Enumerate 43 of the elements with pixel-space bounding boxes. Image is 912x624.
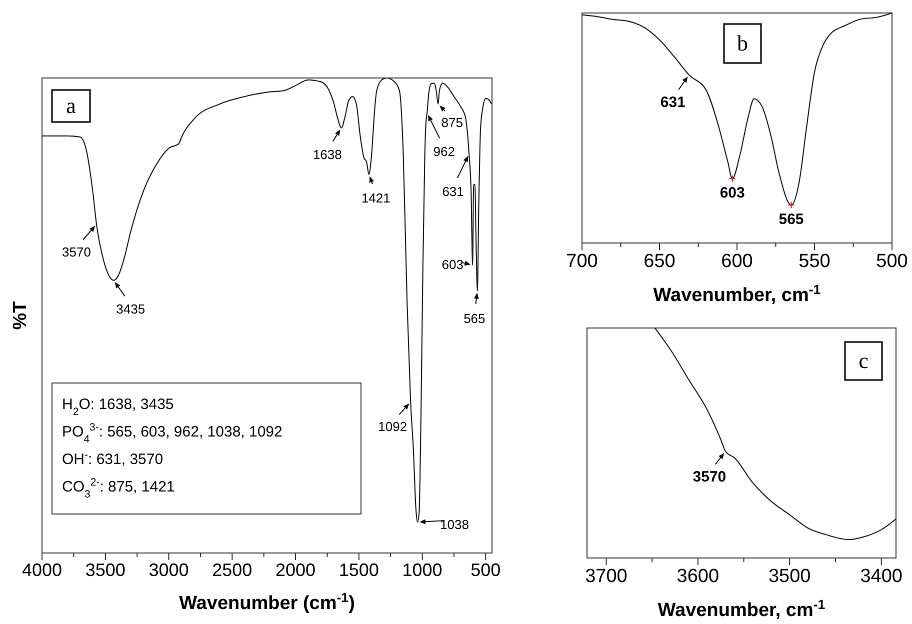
annotation: 603 xyxy=(720,184,745,202)
annotation: 3570 xyxy=(62,244,91,260)
annotation: 1038 xyxy=(440,517,469,532)
annotation: OH$^{-}$: 631, 3570 xyxy=(62,449,164,468)
x-tick-label: 3000 xyxy=(148,560,189,580)
annotation: H$_{2}$O: 1638, 3435 xyxy=(62,396,174,418)
annotation: PO$_{4}$$^{3-}$: 565, 603, 962, 1038, 1092 xyxy=(62,422,282,446)
annotation: 1421 xyxy=(361,190,390,206)
y-axis-title: %T xyxy=(10,300,31,330)
annotation: 565 xyxy=(778,211,804,228)
x-tick-label: 3500 xyxy=(85,560,126,580)
x-tick-label: 4000 xyxy=(22,560,62,580)
x-tick-label: 3400 xyxy=(860,566,902,587)
x-axis-title: Wavenumber (cm$^{-1}$) xyxy=(179,590,355,614)
x-tick-label: 600 xyxy=(721,251,753,272)
text: b xyxy=(737,30,748,56)
x-tick-label: 3600 xyxy=(676,566,720,587)
annotation: 875 xyxy=(441,115,463,130)
x-tick-label: 2000 xyxy=(276,560,316,580)
annotation: 962 xyxy=(433,144,455,160)
x-tick-label: 500 xyxy=(876,251,908,272)
annotation: 631 xyxy=(660,94,686,111)
annotation: 565 xyxy=(464,310,486,326)
annotation: 603 xyxy=(442,257,464,272)
annotation: 3570 xyxy=(692,468,726,486)
x-tick-label: 3500 xyxy=(768,566,811,587)
annotation: 1638 xyxy=(312,146,342,162)
x-tick-label: 2500 xyxy=(212,560,252,580)
x-tick-label: 650 xyxy=(644,251,676,272)
x-tick-label: 1000 xyxy=(402,560,442,580)
x-tick-label: 700 xyxy=(566,251,598,272)
annotation: 1092 xyxy=(378,418,408,434)
x-tick-label: 550 xyxy=(798,251,830,272)
annotation: 631 xyxy=(442,184,464,199)
x-tick-label: 500 xyxy=(470,560,501,580)
x-axis-title: Wavenumber, cm$^{-1}$ xyxy=(653,282,822,306)
annotation: 3435 xyxy=(116,301,146,316)
x-tick-label: 1500 xyxy=(338,560,379,580)
x-tick-label: 3700 xyxy=(585,566,628,587)
annotation: CO$_{3}$$^{2-}$: 875, 1421 xyxy=(62,476,175,500)
text: c xyxy=(858,348,869,373)
x-axis-title: Wavenumber, cm$^{-1}$ xyxy=(658,596,826,621)
text: a xyxy=(66,93,76,118)
